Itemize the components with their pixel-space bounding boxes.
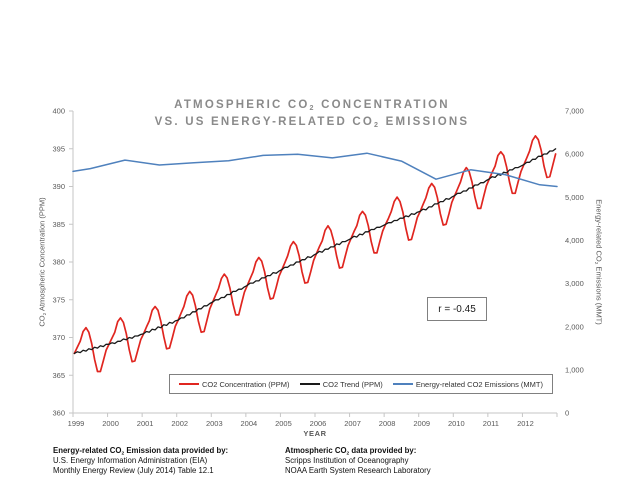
title-line1-pre: ATMOSPHERIC CO xyxy=(174,99,310,111)
y-right-tick-label: 7,000 xyxy=(565,107,584,116)
correlation-value: r = -0.45 xyxy=(438,303,476,315)
src-r-pre: Atmospheric CO xyxy=(285,446,347,455)
source-note-emissions-title: Energy-related CO2 Emission data provide… xyxy=(53,446,228,456)
y-right-tick-label: 4,000 xyxy=(565,236,584,245)
series-line-2 xyxy=(72,152,558,188)
y-right-label-post: Emissions (MMT) xyxy=(594,264,604,325)
legend-item-concentration: CO2 Concentration (PPM) xyxy=(179,380,290,389)
y-axis-label-right: Energy-related CO2 Emissions (MMT) xyxy=(594,199,604,325)
y-axis-label-left: CO2 Atmospheric Concentration (PPM) xyxy=(38,197,47,326)
legend-label: Energy-related CO2 Emissions (MMT) xyxy=(415,379,543,389)
source-note-emissions-line3: Monthly Energy Review (July 2014) Table … xyxy=(53,465,214,475)
chart-title: ATMOSPHERIC CO2 CONCENTRATION VS. US ENE… xyxy=(0,97,624,131)
y-left-tick-label: 400 xyxy=(52,107,65,116)
y-left-tick-label: 365 xyxy=(52,371,65,380)
y-left-tick-label: 390 xyxy=(52,182,65,191)
legend-line-sample-blue xyxy=(392,383,413,385)
src-r-post: data provided by: xyxy=(349,446,417,455)
y-right-tick-label: 2,000 xyxy=(565,322,584,331)
x-tick-label: 2006 xyxy=(310,419,327,428)
y-left-label-pre: CO xyxy=(37,315,47,327)
legend: CO2 Concentration (PPM) CO2 Trend (PPM) … xyxy=(169,374,553,394)
y-right-tick-label: 1,000 xyxy=(565,365,584,374)
source-note-atmospheric-line2: Scripps Institution of Oceanography xyxy=(285,455,409,465)
x-tick-label: 2005 xyxy=(275,419,292,428)
y-right-tick-label: 6,000 xyxy=(565,150,584,159)
title-line2-pre: VS. US ENERGY-RELATED CO xyxy=(154,116,375,128)
legend-item-trend: CO2 Trend (PPM) xyxy=(299,379,383,389)
x-tick-label: 2011 xyxy=(483,419,499,428)
y-left-label-sub: 2 xyxy=(41,312,47,316)
title-line2-post: EMISSIONS xyxy=(380,116,470,128)
src-l-pre: Energy-related CO xyxy=(53,446,122,455)
y-left-label-post: Atmospheric Concentration (PPM) xyxy=(37,197,47,313)
x-tick-label: 2010 xyxy=(448,419,465,428)
series-line-0 xyxy=(73,135,557,373)
legend-label: CO2 Trend (PPM) xyxy=(322,379,383,389)
y-left-tick-label: 395 xyxy=(52,144,65,153)
legend-line-sample-black xyxy=(299,383,320,385)
source-note-atmospheric: Atmospheric CO2 data provided by: Scripp… xyxy=(285,446,431,476)
title-line1-post: CONCENTRATION xyxy=(315,99,450,111)
y-left-tick-label: 370 xyxy=(52,333,65,342)
x-tick-label: 2000 xyxy=(102,419,119,428)
y-right-tick-label: 3,000 xyxy=(565,279,584,288)
title-line2-sub: 2 xyxy=(374,121,381,130)
y-left-tick-label: 380 xyxy=(52,258,65,267)
src-l-post: Emission data provided by: xyxy=(124,446,229,455)
x-tick-label: 2012 xyxy=(517,419,534,428)
y-left-tick-label: 360 xyxy=(52,409,65,418)
y-right-tick-label: 0 xyxy=(565,409,569,418)
source-note-atmospheric-line3: NOAA Earth System Research Laboratory xyxy=(285,465,431,475)
x-tick-label: 2001 xyxy=(137,419,154,428)
series-line-1 xyxy=(73,148,557,355)
x-tick-label: 2004 xyxy=(241,419,258,428)
title-line1-sub: 2 xyxy=(309,104,316,113)
x-tick-label: 1999 xyxy=(68,419,85,428)
y-left-tick-label: 385 xyxy=(52,220,65,229)
x-tick-label: 2008 xyxy=(379,419,396,428)
chart-title-line1: ATMOSPHERIC CO2 CONCENTRATION xyxy=(0,97,624,114)
x-tick-label: 2009 xyxy=(413,419,430,428)
x-tick-label: 2007 xyxy=(344,419,361,428)
chart-title-line2: VS. US ENERGY-RELATED CO2 EMISSIONS xyxy=(0,114,624,131)
x-tick-label: 2003 xyxy=(206,419,223,428)
legend-label: CO2 Concentration (PPM) xyxy=(202,379,290,389)
legend-line-sample-red xyxy=(179,383,199,385)
y-left-tick-label: 375 xyxy=(52,295,65,304)
y-right-label-pre: Energy-related CO xyxy=(594,199,604,262)
y-right-tick-label: 5,000 xyxy=(565,193,584,202)
correlation-annotation: r = -0.45 xyxy=(427,297,487,321)
source-note-emissions-line2: U.S. Energy Information Administration (… xyxy=(53,455,208,465)
src-r-sub: 2 xyxy=(346,451,350,457)
x-tick-label: 2002 xyxy=(171,419,188,428)
source-note-atmospheric-title: Atmospheric CO2 data provided by: xyxy=(285,446,431,456)
legend-item-emissions: Energy-related CO2 Emissions (MMT) xyxy=(392,379,543,389)
source-note-emissions: Energy-related CO2 Emission data provide… xyxy=(53,446,228,476)
src-l-sub: 2 xyxy=(121,451,125,457)
x-axis-label: YEAR xyxy=(303,429,327,438)
